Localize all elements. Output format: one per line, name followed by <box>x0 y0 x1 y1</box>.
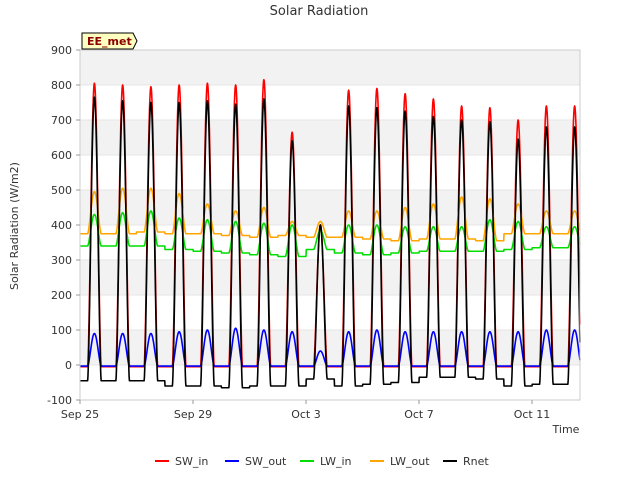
x-tick-label: Sep 25 <box>61 408 99 421</box>
series-layer <box>79 78 581 389</box>
legend: SW_in SW_out LW_in LW_out Rnet <box>155 455 489 468</box>
x-axis-ticks: Sep 25 Sep 29 Oct 3 Oct 7 Oct 11 <box>61 400 550 421</box>
y-axis-ticks: -100 0 100 200 300 400 500 600 700 800 900 <box>47 44 80 407</box>
y-tick-label: 800 <box>51 79 72 92</box>
grid-band <box>80 190 580 225</box>
y-tick-label: 500 <box>51 184 72 197</box>
series-line-lw-in <box>79 210 581 258</box>
y-tick-label: 100 <box>51 324 72 337</box>
legend-label: LW_in <box>320 455 352 468</box>
grid-band <box>80 120 580 155</box>
series-line-lw-out <box>79 187 581 242</box>
plot-background <box>80 49 580 401</box>
y-tick-label: 0 <box>65 359 72 372</box>
site-badge-label: EE_met <box>87 35 132 48</box>
y-tick-label: 400 <box>51 219 72 232</box>
x-tick-label: Oct 3 <box>291 408 321 421</box>
y-tick-label: 300 <box>51 254 72 267</box>
x-tick-label: Oct 7 <box>404 408 434 421</box>
y-tick-label: -100 <box>47 394 72 407</box>
x-tick-label: Sep 29 <box>174 408 212 421</box>
grid-band <box>80 260 580 295</box>
y-tick-label: 900 <box>51 44 72 57</box>
x-axis-label: Time <box>552 423 580 436</box>
legend-label: LW_out <box>390 455 430 468</box>
x-tick-label: Oct 11 <box>514 408 551 421</box>
y-axis-label: Solar Radiation (W/m2) <box>8 162 21 290</box>
y-tick-label: 200 <box>51 289 72 302</box>
legend-label: SW_out <box>245 455 287 468</box>
site-badge: EE_met <box>81 32 138 50</box>
chart-title: Solar Radiation <box>270 4 369 19</box>
y-tick-label: 700 <box>51 114 72 127</box>
legend-label: SW_in <box>175 455 208 468</box>
legend-label: Rnet <box>463 455 489 468</box>
series-line-rnet <box>79 96 581 389</box>
y-tick-label: 600 <box>51 149 72 162</box>
grid-band <box>80 50 580 85</box>
